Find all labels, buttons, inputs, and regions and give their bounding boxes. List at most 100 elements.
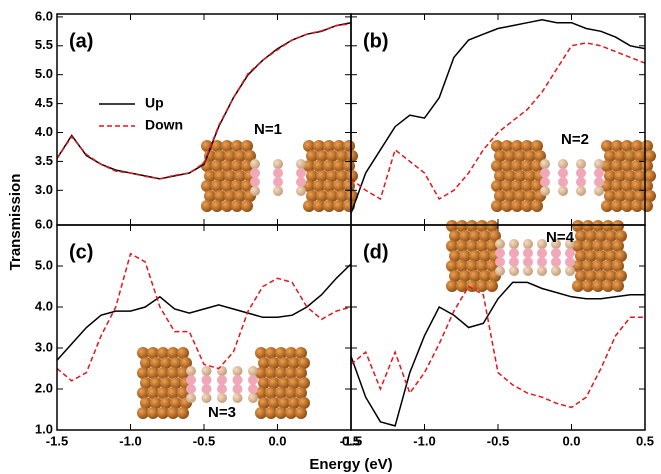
electrode-atom — [211, 160, 223, 172]
electrode-atom — [137, 367, 149, 379]
chain-atom — [248, 366, 258, 376]
electrode-atom — [298, 397, 310, 409]
panel-label: (d) — [363, 241, 389, 263]
legend-label: Down — [145, 117, 183, 133]
electrode-atom — [170, 357, 182, 369]
electrode-atom — [621, 160, 633, 172]
electrode-atom — [268, 377, 280, 389]
electrode-atom — [504, 170, 516, 182]
electrode-atom — [147, 407, 159, 419]
electrode-atom — [255, 407, 267, 419]
electrode-atom — [575, 270, 587, 282]
chain-atom — [186, 393, 196, 403]
electrode-atom — [285, 347, 297, 359]
electrode-atom — [214, 170, 226, 182]
electrode-atom — [336, 150, 348, 162]
chain-atom — [523, 239, 533, 249]
chain-atom — [248, 393, 258, 403]
electrode-atom — [612, 220, 624, 232]
electrode-atom — [456, 220, 468, 232]
y-tick-label: 3.5 — [35, 153, 53, 168]
electrode-atom — [469, 270, 481, 282]
chain-atom — [201, 384, 212, 394]
electrode-atom — [531, 200, 543, 212]
electrode-atom — [634, 150, 646, 162]
electrode-atom — [582, 220, 594, 232]
chain-atom — [273, 186, 283, 196]
annotation: N=4 — [546, 229, 575, 246]
chain-atom — [217, 384, 227, 394]
electrode-atom — [612, 260, 624, 272]
electrode-atom — [221, 180, 233, 192]
electrode-atom — [501, 140, 513, 152]
electrode-atom — [611, 200, 623, 212]
electrode-atom — [624, 150, 636, 162]
chain-atom — [576, 177, 586, 187]
molecule — [137, 347, 310, 419]
electrode-atom — [605, 270, 617, 282]
electrode-atom — [446, 220, 458, 232]
electrode-atom — [288, 377, 300, 389]
electrode-atom — [167, 347, 179, 359]
electrode-atom — [170, 377, 182, 389]
electrode-atom — [612, 280, 624, 292]
chain-atom — [250, 177, 260, 187]
y-tick-label: 2.0 — [35, 380, 53, 395]
electrode-atom — [592, 260, 604, 272]
electrode-atom — [534, 150, 546, 162]
electrode-atom — [469, 230, 481, 242]
electrode-atom — [575, 230, 587, 242]
electrode-atom — [255, 387, 267, 399]
electrode-atom — [231, 160, 243, 172]
electrode-atom — [298, 357, 310, 369]
molecule — [446, 220, 627, 292]
electrode-atom — [346, 190, 358, 202]
electrode-atom — [150, 397, 162, 409]
electrode-atom — [585, 250, 597, 262]
electrode-atom — [614, 170, 626, 182]
electrode-atom — [631, 140, 643, 152]
electrode-atom — [504, 150, 516, 162]
electrode-atom — [521, 140, 533, 152]
electrode-atom — [313, 160, 325, 172]
electrode-atom — [476, 260, 488, 272]
series-line — [351, 19, 645, 214]
y-tick-label: 5.5 — [35, 37, 53, 52]
electrode-atom — [211, 180, 223, 192]
electrode-atom — [298, 377, 310, 389]
electrode-atom — [258, 377, 270, 389]
electrode-atom — [343, 140, 355, 152]
electrode-atom — [524, 190, 536, 202]
electrode-atom — [572, 280, 584, 292]
electrode-atom — [323, 200, 335, 212]
chain-atom — [495, 257, 505, 267]
chain-atom — [509, 248, 519, 258]
electrode-atom — [531, 160, 543, 172]
electrode-atom — [634, 190, 646, 202]
annotation: N=1 — [254, 121, 282, 138]
x-tick-label: 0.0 — [268, 433, 286, 448]
annotation: N=3 — [208, 404, 236, 421]
electrode-atom — [486, 220, 498, 232]
electrode-atom — [486, 240, 498, 252]
chain-atom — [495, 248, 505, 258]
electrode-atom — [177, 387, 189, 399]
chain-atom — [576, 186, 586, 196]
electrode-atom — [602, 260, 614, 272]
electrode-atom — [595, 250, 607, 262]
y-tick-label: 5.0 — [35, 257, 53, 272]
electrode-atom — [214, 190, 226, 202]
electrode-atom — [150, 377, 162, 389]
electrode-atom — [449, 230, 461, 242]
electrode-atom — [333, 180, 345, 192]
electrode-atom — [641, 180, 653, 192]
chain-atom — [558, 177, 568, 187]
electrode-atom — [201, 200, 213, 212]
electrode-atom — [524, 150, 536, 162]
chain-atom — [248, 375, 258, 385]
electrode-atom — [612, 240, 624, 252]
electrode-atom — [615, 270, 627, 282]
electrode-atom — [323, 160, 335, 172]
electrode-atom — [313, 140, 325, 152]
electrode-atom — [624, 170, 636, 182]
